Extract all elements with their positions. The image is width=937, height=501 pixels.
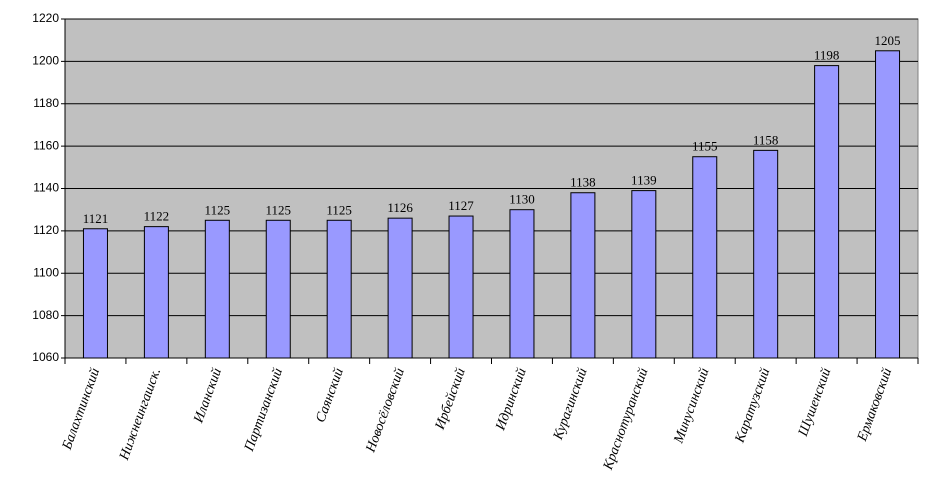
bar (143, 226, 169, 359)
x-tick-label: Партизанский (242, 366, 286, 454)
y-tick-label: 1180 (33, 96, 59, 110)
x-tick-label: Идринский (493, 366, 530, 433)
data-label: 1205 (875, 33, 901, 48)
x-tick-label: Балахтинский (60, 366, 104, 452)
y-tick-label: 1080 (32, 308, 59, 322)
bar (509, 209, 535, 359)
data-label: 1125 (205, 202, 231, 217)
y-tick-label: 1220 (32, 11, 59, 25)
y-tick-label: 1200 (32, 54, 59, 68)
bar (875, 50, 901, 359)
data-label: 1138 (570, 175, 596, 190)
x-tick-label: Ирбейский (432, 366, 468, 432)
data-label: 1121 (83, 211, 109, 226)
data-label: 1127 (448, 198, 474, 213)
x-tick-label: Шушенский (796, 366, 835, 439)
data-label: 1155 (692, 139, 718, 154)
data-label: 1198 (814, 48, 840, 63)
bar (448, 215, 474, 359)
data-label: 1125 (326, 202, 352, 217)
x-tick-label: Саянский (313, 366, 346, 424)
data-label: 1126 (387, 200, 413, 215)
x-tick-label: Краснотуранский (601, 366, 652, 473)
y-tick-label: 1120 (33, 223, 59, 237)
y-tick-label: 1100 (33, 265, 59, 279)
bar (753, 149, 779, 359)
bar (326, 219, 352, 359)
bar (570, 192, 596, 359)
bar (265, 219, 291, 359)
x-tick-label: Курагинский (551, 366, 591, 442)
x-tick-label: Новосёловский (363, 366, 408, 455)
x-tick-label: Нижнеингашск. (117, 366, 164, 463)
bar (631, 190, 657, 359)
x-tick-label: Каратузский (732, 366, 773, 445)
x-tick-label: Ермаковский (855, 366, 896, 444)
bar (814, 65, 840, 359)
data-label: 1158 (753, 132, 779, 147)
data-label: 1130 (509, 192, 535, 207)
bar (387, 217, 413, 359)
y-tick-label: 1140 (33, 181, 59, 195)
data-label: 1125 (265, 202, 291, 217)
x-tick-label: Минусинский (671, 366, 712, 446)
y-tick-label: 1160 (33, 138, 59, 152)
y-tick-label: 1060 (32, 350, 59, 364)
data-label: 1122 (144, 209, 170, 224)
bar (692, 156, 718, 359)
x-tick-label: Иланский (191, 366, 225, 426)
bar (204, 219, 230, 359)
data-label: 1139 (631, 173, 657, 188)
bar (82, 228, 108, 359)
